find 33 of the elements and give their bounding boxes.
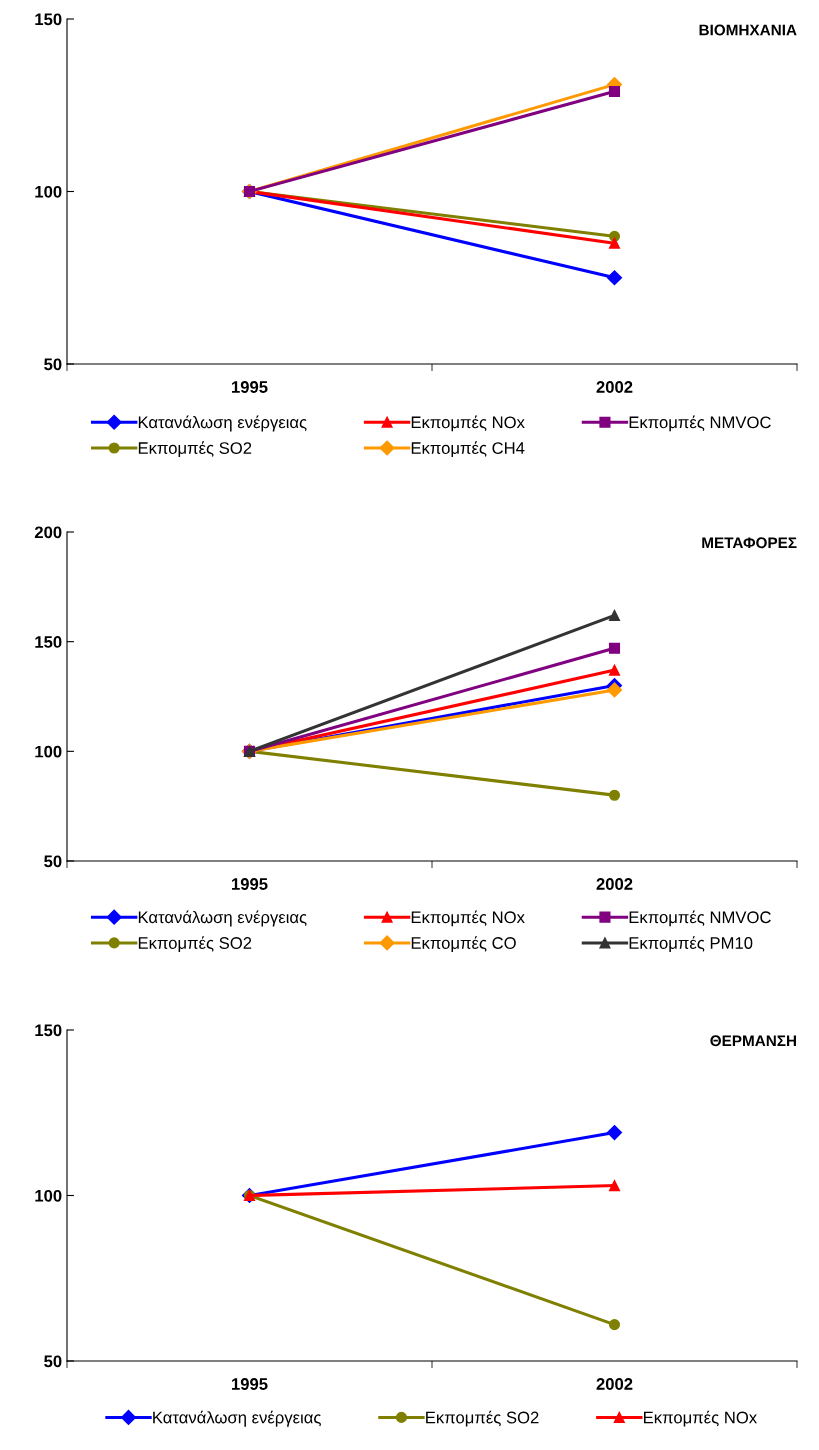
y-tick-label: 50 [44,358,62,371]
y-tick-label: 100 [35,185,62,198]
legend-label: Κατανάλωση ενέργειας [153,1410,321,1427]
legend-label: Εκπομπές PM10 [629,936,753,952]
chart-title: ΜΕΤΑΦΟΡΕΣ [702,537,797,549]
legend-label: Κατανάλωση ενέργειας [138,910,307,927]
legend-label: Κατανάλωση ενέργειας [138,415,307,432]
y-tick-label: 200 [34,526,62,539]
x-tick-label: 1995 [232,878,268,890]
legend-label: Εκπομπές CO [411,936,516,952]
y-tick-label: 50 [44,855,62,868]
y-tick-label: 100 [35,1189,62,1202]
legend-label: Εκπομπές CH4 [411,441,525,458]
chart-title: ΒΙΟΜΗΧΑΝΙΑ [699,24,797,36]
x-tick-label: 1995 [232,1378,268,1390]
y-tick-label: 100 [35,745,62,758]
legend-label: Εκπομπές NOx [411,910,525,927]
y-tick-label: 150 [35,636,62,648]
legend-label: Εκπομπές NOx [411,415,525,432]
x-tick-label: 2002 [596,381,633,393]
legend-label: Εκπομπές NMVOC [629,910,771,927]
y-tick-label: 150 [35,13,62,26]
x-tick-label: 1995 [232,381,268,393]
chart-title: ΘΕΡΜΑΝΣΗ [710,1035,796,1047]
x-tick-label: 2002 [596,878,633,890]
legend-label: Εκπομπές NOx [644,1410,757,1427]
legend-label: Εκπομπές SO2 [138,936,252,952]
legend-label: Εκπομπές SO2 [138,441,252,458]
legend-label: Εκπομπές NMVOC [629,415,771,432]
legend-label: Εκπομπές SO2 [426,1410,539,1427]
y-tick-label: 50 [44,1355,62,1368]
y-tick-label: 150 [35,1024,62,1037]
x-tick-label: 2002 [596,1378,633,1390]
